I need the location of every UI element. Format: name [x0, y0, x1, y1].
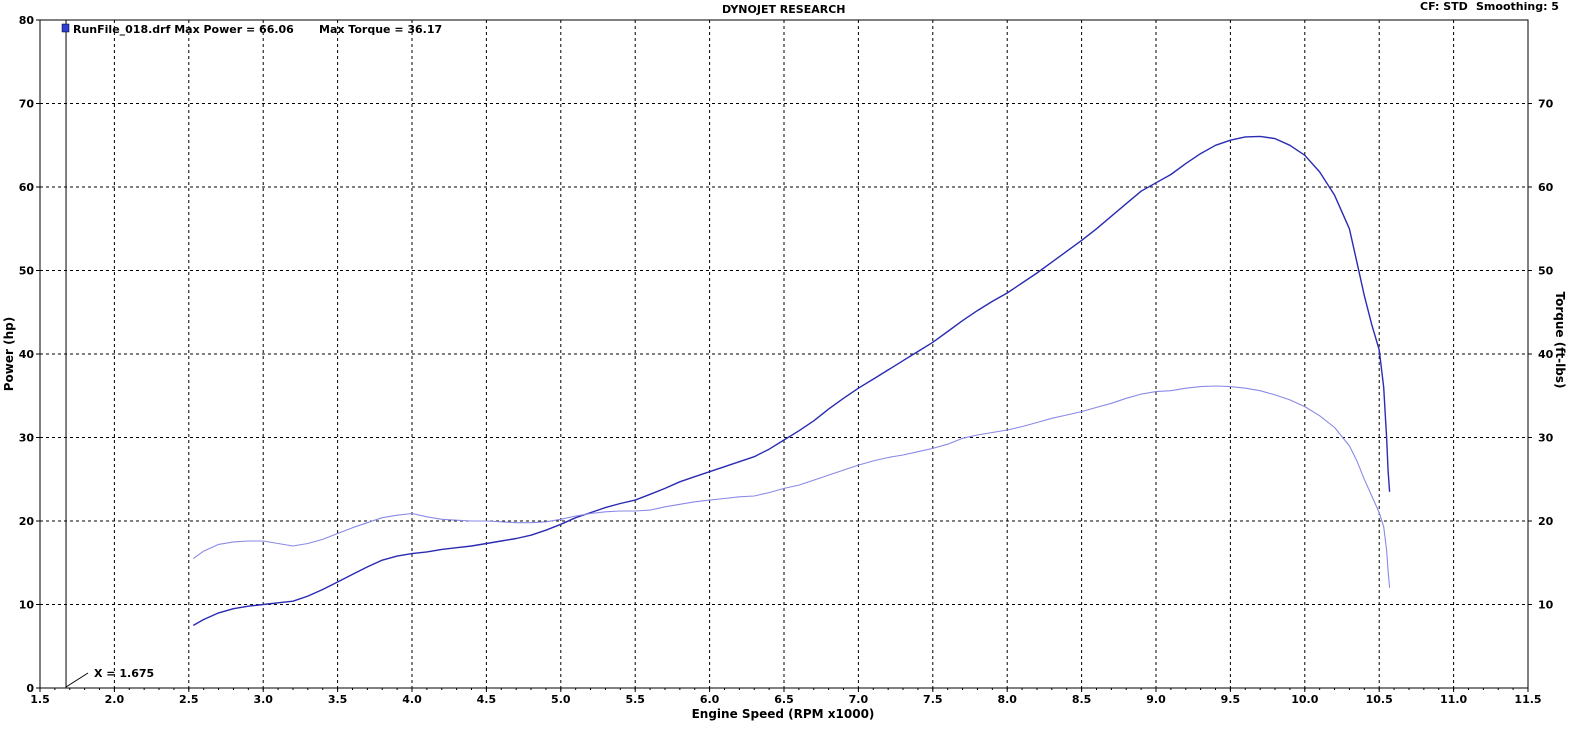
- x-tick-label: 8.0: [997, 693, 1017, 706]
- y-axis-ticks: 0 10 20 30 40 50 60 70 80: [19, 14, 40, 695]
- y2-tick-label: 10: [1538, 599, 1554, 612]
- y2-tick-label: 30: [1538, 432, 1554, 445]
- y-tick-label: 0: [26, 682, 34, 695]
- x-axis-label: Engine Speed (RPM x1000): [692, 707, 875, 721]
- legend-run-label: RunFile_018.drf Max Power = 66.06: [73, 23, 294, 36]
- chart-title: DYNOJET RESEARCH: [722, 3, 846, 16]
- y2-tick-label: 50: [1538, 265, 1554, 278]
- cursor-leader-line: [65, 672, 89, 688]
- legend-marker-icon[interactable]: [61, 23, 70, 33]
- x-tick-label: 6.5: [774, 693, 794, 706]
- y-tick-label: 80: [19, 14, 35, 27]
- y-tick-label: 10: [19, 599, 35, 612]
- x-tick-label: 7.0: [849, 693, 869, 706]
- y2-tick-label: 20: [1538, 515, 1554, 528]
- x-tick-label: 9.0: [1146, 693, 1166, 706]
- y2-tick-label: 70: [1538, 98, 1554, 111]
- x-tick-label: 2.0: [105, 693, 125, 706]
- power-curve: [192, 135, 1391, 627]
- series-group: [192, 135, 1391, 627]
- x-tick-label: 4.5: [477, 693, 497, 706]
- x-axis-ticks: 1.5 2.0 2.5 3.0 3.5 4.0 4.5 5.0 5.5 6.0 6.5 7.0 7.5 8…: [30, 688, 1542, 706]
- y2-tick-label: 40: [1538, 348, 1554, 361]
- x-tick-label: 1.5: [30, 693, 50, 706]
- legend-torque-label: Max Torque = 36.17: [319, 23, 442, 36]
- x-tick-label: 10.5: [1366, 693, 1393, 706]
- x-tick-label: 9.5: [1221, 693, 1241, 706]
- x-tick-label: 2.5: [179, 693, 199, 706]
- y-tick-label: 40: [19, 348, 35, 361]
- grid-lines: [40, 20, 1528, 688]
- x-tick-label: 11.0: [1440, 693, 1467, 706]
- y2-tick-label: 60: [1538, 181, 1554, 194]
- y-tick-label: 60: [19, 181, 35, 194]
- x-tick-label: 5.0: [551, 693, 571, 706]
- y-tick-label: 30: [19, 432, 35, 445]
- y-tick-label: 50: [19, 265, 35, 278]
- y2-axis-label: Torque (ft-lbs): [1553, 292, 1567, 389]
- smoothing-setting-label: Smoothing: 5: [1476, 0, 1559, 13]
- x-tick-label: 6.0: [700, 693, 720, 706]
- x-tick-label: 7.5: [923, 693, 943, 706]
- cf-setting-label: CF: STD: [1420, 0, 1468, 13]
- y-tick-label: 20: [19, 515, 35, 528]
- x-tick-label: 10.0: [1291, 693, 1318, 706]
- x-tick-label: 8.5: [1072, 693, 1092, 706]
- cursor-readout: X = 1.675: [94, 667, 154, 680]
- x-tick-label: 5.5: [625, 693, 645, 706]
- y-tick-label: 70: [19, 98, 35, 111]
- y-axis-label: Power (hp): [2, 317, 16, 391]
- x-tick-label: 4.0: [402, 693, 422, 706]
- x-tick-label: 3.0: [253, 693, 273, 706]
- x-tick-label: 11.5: [1514, 693, 1541, 706]
- torque-curve: [192, 385, 1391, 588]
- x-tick-label: 3.5: [328, 693, 348, 706]
- y2-axis-ticks: 10 20 30 40 50 60 70: [1528, 98, 1554, 612]
